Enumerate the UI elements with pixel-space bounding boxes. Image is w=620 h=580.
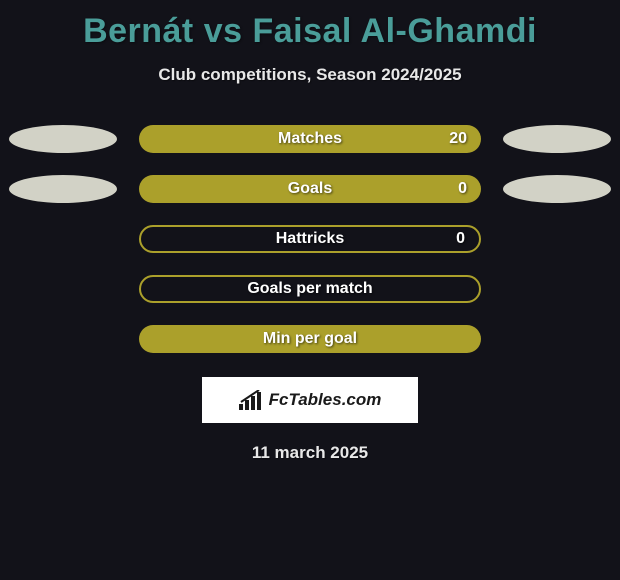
left-ellipse xyxy=(9,125,117,153)
stat-value: 0 xyxy=(458,180,467,198)
stat-label: Goals xyxy=(288,180,332,198)
stat-row: Hattricks 0 xyxy=(9,225,611,253)
stat-bar: Goals per match xyxy=(139,275,481,303)
left-ellipse xyxy=(9,175,117,203)
stat-bar: Hattricks 0 xyxy=(139,225,481,253)
stat-label: Min per goal xyxy=(263,330,357,348)
right-ellipse xyxy=(503,325,611,353)
left-ellipse xyxy=(9,275,117,303)
stats-container: Matches 20 Goals 0 Hattricks 0 Goals per match… xyxy=(9,85,611,353)
stat-label: Matches xyxy=(278,130,342,148)
right-ellipse xyxy=(503,125,611,153)
stat-bar: Matches 20 xyxy=(139,125,481,153)
chart-icon xyxy=(239,390,263,410)
left-ellipse xyxy=(9,325,117,353)
right-ellipse xyxy=(503,225,611,253)
stat-bar: Min per goal xyxy=(139,325,481,353)
logo-text: FcTables.com xyxy=(269,390,382,410)
stat-label: Hattricks xyxy=(276,230,344,248)
logo-box: FcTables.com xyxy=(202,377,418,423)
stat-label: Goals per match xyxy=(247,280,372,298)
stat-row: Goals 0 xyxy=(9,175,611,203)
page-title: Bernát vs Faisal Al-Ghamdi xyxy=(83,12,537,51)
right-ellipse xyxy=(503,175,611,203)
right-ellipse xyxy=(503,275,611,303)
date-label: 11 march 2025 xyxy=(252,443,368,463)
stat-bar: Goals 0 xyxy=(139,175,481,203)
left-ellipse xyxy=(9,225,117,253)
stat-row: Min per goal xyxy=(9,325,611,353)
stat-value: 0 xyxy=(456,230,465,248)
stat-row: Goals per match xyxy=(9,275,611,303)
subtitle: Club competitions, Season 2024/2025 xyxy=(158,65,461,85)
comparison-card: Bernát vs Faisal Al-Ghamdi Club competit… xyxy=(0,0,620,463)
stat-row: Matches 20 xyxy=(9,125,611,153)
stat-value: 20 xyxy=(449,130,467,148)
